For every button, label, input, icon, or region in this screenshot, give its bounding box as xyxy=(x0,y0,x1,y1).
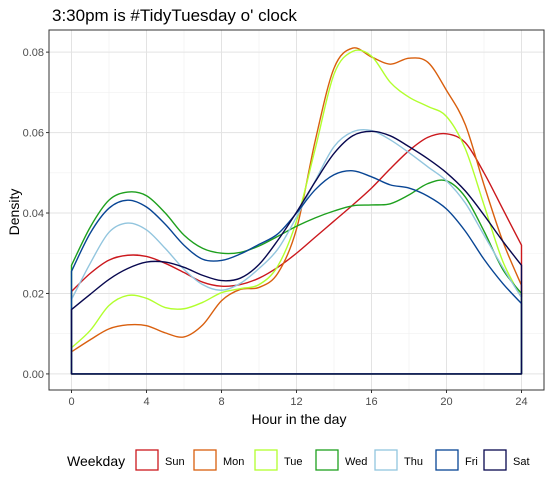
series-line-thu xyxy=(70,128,523,375)
legend-key-thu xyxy=(374,449,398,471)
y-tick-label: 0.02 xyxy=(23,288,44,300)
legend-title: Weekday xyxy=(67,453,125,469)
legend-label: Sat xyxy=(513,456,530,468)
legend-item-mon: Mon xyxy=(193,449,244,471)
y-tick-label: 0.00 xyxy=(23,369,44,381)
x-tick-label: 0 xyxy=(68,396,74,408)
legend: Weekday Sun Mon Tue Wed Thu Fri Sat xyxy=(67,449,530,471)
x-axis-title: Hour in the day xyxy=(252,411,347,427)
series-lines xyxy=(70,47,523,375)
axes: 0 4 8 12 16 20 24 0.00 0.02 0.04 0.06 0.08 xyxy=(23,47,528,408)
legend-key-wed xyxy=(315,449,339,471)
legend-item-wed: Wed xyxy=(315,449,367,471)
series-line-tue xyxy=(70,49,523,375)
legend-key-sun xyxy=(135,449,159,471)
y-tick-label: 0.08 xyxy=(23,47,44,59)
legend-label: Thu xyxy=(404,456,423,468)
legend-label: Fri xyxy=(465,456,478,468)
x-tick-label: 4 xyxy=(143,396,149,408)
series-line-sun xyxy=(70,132,523,375)
x-tick-label: 8 xyxy=(218,396,224,408)
legend-key-mon xyxy=(193,449,217,471)
series-line-mon xyxy=(70,47,523,375)
legend-item-sun: Sun xyxy=(135,449,185,471)
x-tick-label: 24 xyxy=(515,396,527,408)
legend-item-thu: Thu xyxy=(374,449,423,471)
legend-label: Wed xyxy=(345,456,367,468)
legend-item-tue: Tue xyxy=(254,449,303,471)
legend-item-fri: Fri xyxy=(435,449,478,471)
y-tick-label: 0.04 xyxy=(23,208,44,220)
legend-label: Sun xyxy=(165,456,185,468)
y-tick-label: 0.06 xyxy=(23,128,44,140)
legend-item-sat: Sat xyxy=(483,449,530,471)
x-tick-label: 20 xyxy=(440,396,452,408)
legend-label: Tue xyxy=(284,456,303,468)
x-tick-label: 16 xyxy=(365,396,377,408)
x-tick-label: 12 xyxy=(290,396,302,408)
chart-title: 3:30pm is #TidyTuesday o' clock xyxy=(52,6,297,25)
legend-key-sat xyxy=(483,449,507,471)
series-line-sat xyxy=(70,130,523,375)
legend-key-tue xyxy=(254,449,278,471)
y-axis-title: Density xyxy=(6,189,22,236)
legend-label: Mon xyxy=(223,456,244,468)
legend-key-fri xyxy=(435,449,459,471)
